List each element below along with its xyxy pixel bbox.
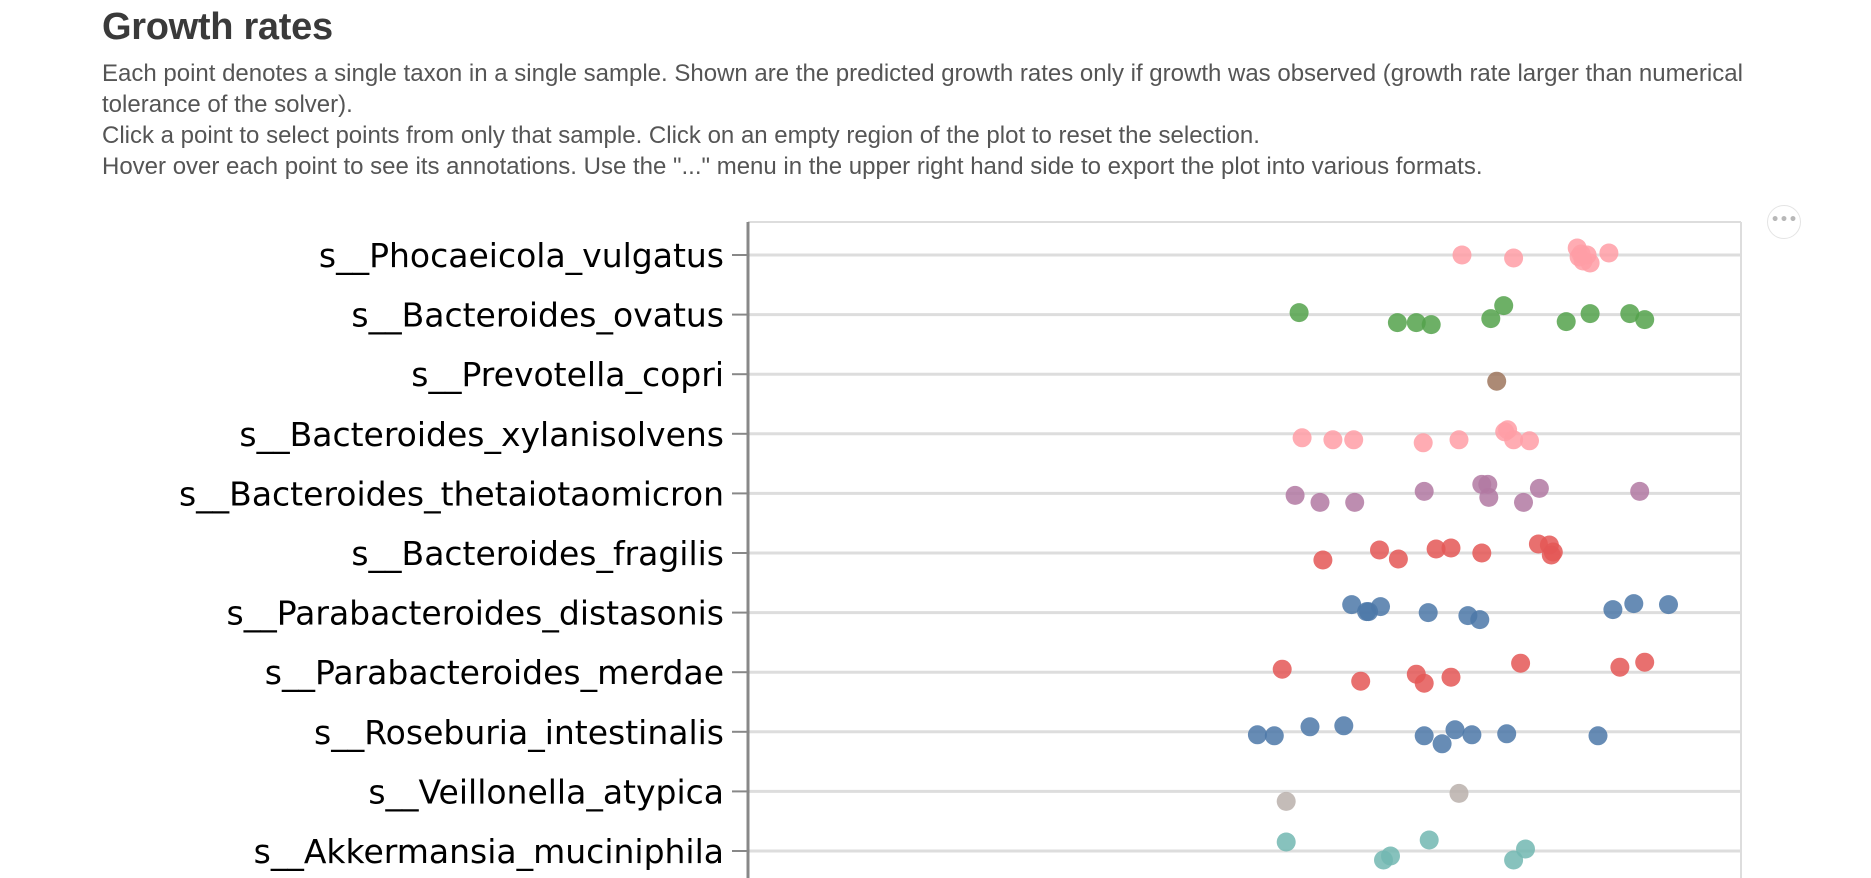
data-point[interactable] (1414, 726, 1434, 746)
data-point[interactable] (1514, 492, 1533, 512)
tick-label-10: s__Akkermansia_muciniphila (254, 832, 724, 871)
tick-label-8: s__Roseburia_intestinalis (314, 713, 724, 752)
data-points[interactable] (1247, 238, 1678, 870)
data-point[interactable] (1441, 667, 1461, 687)
data-point[interactable] (1452, 245, 1472, 265)
data-point[interactable] (1543, 542, 1563, 562)
category-axis-labels: s__Phocaeicola_vulgatus s__Bacteroides_ov… (179, 236, 724, 871)
data-point[interactable] (1276, 832, 1296, 852)
data-point[interactable] (1432, 734, 1452, 754)
data-point[interactable] (1387, 313, 1407, 333)
data-point[interactable] (1479, 487, 1499, 507)
data-point[interactable] (1599, 243, 1619, 263)
data-point[interactable] (1580, 304, 1600, 324)
data-point[interactable] (1580, 253, 1600, 273)
data-point[interactable] (1620, 304, 1640, 324)
data-point[interactable] (1470, 610, 1490, 630)
data-point[interactable] (1497, 724, 1517, 744)
data-point[interactable] (1504, 430, 1524, 450)
chart-description: Each point denotes a single taxon in a s… (102, 58, 1802, 182)
data-point[interactable] (1520, 431, 1539, 451)
description-line-1: Each point denotes a single taxon in a s… (102, 60, 1743, 118)
data-point[interactable] (1487, 371, 1507, 391)
data-point[interactable] (1406, 313, 1426, 333)
description-line-3: Hover over each point to see its annotat… (102, 153, 1483, 180)
data-point[interactable] (1511, 653, 1531, 673)
data-point[interactable] (1449, 783, 1469, 803)
data-point[interactable] (1414, 481, 1434, 501)
export-menu-button[interactable]: ••• (1767, 205, 1801, 239)
page-title: Growth rates (102, 6, 333, 48)
data-point[interactable] (1313, 550, 1333, 570)
data-point[interactable] (1345, 492, 1365, 512)
tick-label-4: s__Bacteroides_thetaiotaomicron (179, 474, 724, 513)
data-point[interactable] (1342, 595, 1362, 615)
tick-label-1: s__Bacteroides_ovatus (351, 296, 724, 335)
grid-lines (748, 221, 1742, 878)
axes (732, 222, 750, 878)
data-point[interactable] (1419, 830, 1439, 850)
data-point[interactable] (1449, 430, 1469, 450)
data-point[interactable] (1418, 603, 1438, 623)
data-point[interactable] (1414, 673, 1434, 693)
data-point[interactable] (1504, 248, 1524, 268)
data-point[interactable] (1630, 481, 1650, 501)
data-point[interactable] (1351, 671, 1371, 691)
data-point[interactable] (1441, 538, 1461, 558)
data-point[interactable] (1462, 725, 1482, 745)
data-point[interactable] (1334, 716, 1354, 736)
data-point[interactable] (1381, 846, 1400, 866)
data-point[interactable] (1247, 725, 1267, 745)
data-point[interactable] (1289, 303, 1309, 323)
data-point[interactable] (1588, 726, 1608, 746)
data-point[interactable] (1472, 543, 1492, 563)
data-point[interactable] (1413, 433, 1433, 453)
data-point[interactable] (1426, 539, 1446, 559)
data-point[interactable] (1421, 315, 1441, 335)
data-point[interactable] (1603, 600, 1623, 620)
data-point[interactable] (1370, 540, 1389, 560)
data-point[interactable] (1371, 597, 1390, 617)
tick-label-2: s__Prevotella_copri (411, 355, 724, 394)
data-point[interactable] (1344, 430, 1364, 450)
tick-label-6: s__Parabacteroides_distasonis (227, 594, 724, 633)
data-point[interactable] (1610, 657, 1630, 677)
tick-label-5: s__Bacteroides_fragilis (351, 534, 724, 573)
tick-label-0: s__Phocaeicola_vulgatus (319, 236, 724, 275)
data-point[interactable] (1276, 791, 1296, 811)
data-point[interactable] (1285, 485, 1305, 505)
data-point[interactable] (1529, 478, 1549, 498)
data-point[interactable] (1445, 720, 1465, 740)
data-point[interactable] (1624, 594, 1644, 614)
data-point[interactable] (1556, 312, 1576, 332)
data-point[interactable] (1494, 296, 1514, 316)
data-point[interactable] (1635, 652, 1655, 672)
data-point[interactable] (1292, 428, 1312, 448)
data-point[interactable] (1310, 492, 1330, 512)
data-point[interactable] (1272, 659, 1292, 679)
data-point[interactable] (1388, 549, 1408, 569)
data-point[interactable] (1516, 839, 1535, 859)
tick-label-9: s__Veillonella_atypica (368, 772, 724, 811)
data-point[interactable] (1635, 310, 1655, 330)
tick-label-7: s__Parabacteroides_merdae (265, 653, 724, 692)
data-point[interactable] (1659, 595, 1678, 615)
data-point[interactable] (1264, 726, 1284, 746)
data-point[interactable] (1323, 430, 1343, 450)
data-point[interactable] (1300, 717, 1320, 737)
data-point[interactable] (1481, 309, 1501, 329)
tick-label-3: s__Bacteroides_xylanisolvens (239, 415, 724, 454)
description-line-2: Click a point to select points from only… (102, 122, 1260, 149)
